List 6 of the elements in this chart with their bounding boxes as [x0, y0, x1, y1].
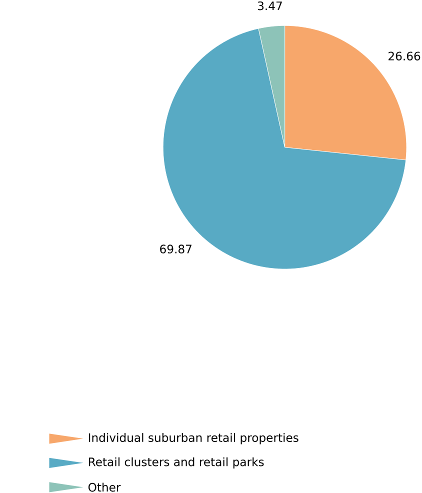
data-label: 69.87 — [160, 244, 192, 254]
legend-label: Other — [88, 482, 121, 492]
data-label: 26.66 — [388, 52, 420, 60]
data-label: 3.47 — [258, 1, 282, 10]
legend-label: Individual suburban retail properties — [88, 433, 298, 444]
legend-label: Retail clusters and retail parks — [88, 457, 264, 469]
